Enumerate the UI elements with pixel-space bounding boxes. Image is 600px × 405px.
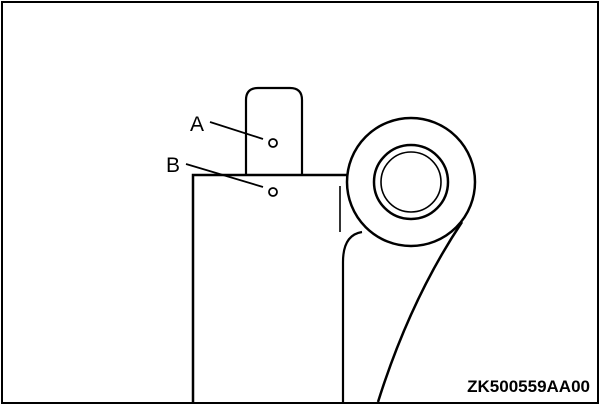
leader-line-b (185, 163, 264, 188)
bushing-outer-ring (345, 116, 477, 248)
arm-inner-edge (341, 230, 363, 402)
bushing-middle-ring (372, 143, 450, 221)
figure-code: ZK500559AA00 (467, 377, 590, 396)
point-b-marker (268, 187, 278, 197)
leader-line-a (209, 121, 264, 140)
label-a: A (190, 113, 204, 136)
bracket-tab (244, 86, 304, 174)
arm-outer-edge (376, 221, 464, 403)
label-b: B (166, 154, 180, 177)
point-a-marker (268, 138, 278, 148)
housing-body (191, 173, 348, 402)
bushing-inner-ring (380, 151, 442, 213)
